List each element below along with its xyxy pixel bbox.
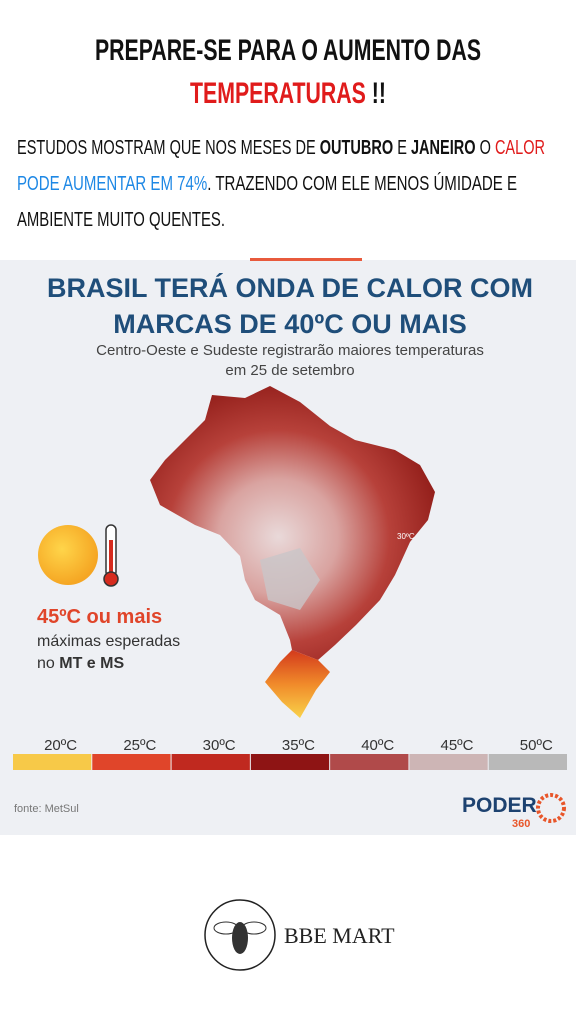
logo-number: 360 xyxy=(512,818,530,830)
title-highlight: TEMPERATURAS xyxy=(190,77,366,110)
accent-bar xyxy=(250,258,362,261)
callout-prefix: no xyxy=(37,655,59,672)
title-suffix: !! xyxy=(366,77,386,110)
source: fonte: MetSul xyxy=(14,803,79,815)
paragraph: ESTUDOS MOSTRAM QUE NOS MESES DE OUTUBRO… xyxy=(17,137,545,231)
paragraph-line: AMBIENTE MUITO QUENTES. xyxy=(17,209,225,231)
text-run: PODE AUMENTAR EM 74% xyxy=(17,173,207,195)
text-run: CALOR xyxy=(495,137,545,159)
legend-swatch xyxy=(409,754,488,770)
legend-swatch xyxy=(92,754,171,770)
brand-name: BBE MART xyxy=(284,923,395,948)
bee-wing xyxy=(241,921,267,935)
title-line2: TEMPERATURAS !! xyxy=(190,77,386,110)
legend-label: 35ºC xyxy=(282,737,315,754)
color-legend: 20ºC 25ºC 30ºC 35ºC 40ºC 45ºC 50ºC xyxy=(13,737,567,770)
legend-label: 40ºC xyxy=(361,737,394,754)
legend-label: 20ºC xyxy=(44,737,77,754)
callout-headline: 45ºC ou mais xyxy=(37,606,162,628)
legend-label: 30ºC xyxy=(203,737,236,754)
logo-name: PODER xyxy=(462,794,537,817)
title: PREPARE-SE PARA O AUMENTO DAS xyxy=(95,34,481,67)
paragraph-line: ESTUDOS MOSTRAM QUE NOS MESES DE OUTUBRO… xyxy=(17,137,545,159)
bee-body xyxy=(232,922,248,954)
text-run: E xyxy=(393,137,411,159)
legend-swatch xyxy=(171,754,250,770)
text-run: ESTUDOS MOSTRAM QUE NOS MESES DE xyxy=(17,137,320,159)
thermometer-bulb xyxy=(103,571,119,587)
map-label: 30ºC xyxy=(397,532,415,541)
bee-wing xyxy=(213,921,239,935)
callout-text: no MT e MS xyxy=(37,655,124,672)
sun-icon xyxy=(38,525,98,585)
callout-text: máximas esperadas xyxy=(37,633,180,650)
info-subtitle: Centro-Oeste e Sudeste registrarão maior… xyxy=(96,342,484,359)
paragraph-line: PODE AUMENTAR EM 74%. TRAZENDO COM ELE M… xyxy=(17,172,517,195)
logo-mark xyxy=(536,793,566,823)
map-brazil xyxy=(150,386,435,660)
map-cool-zone xyxy=(260,548,320,610)
legend-swatch xyxy=(13,754,92,770)
info-subtitle: em 25 de setembro xyxy=(225,362,354,379)
text-run: . TRAZENDO COM ELE MENOS ÚMIDADE E xyxy=(207,172,517,195)
map-south xyxy=(265,650,330,718)
legend-label: 45ºC xyxy=(441,737,474,754)
info-title: BRASIL TERÁ ONDA DE CALOR COM xyxy=(47,272,533,303)
legend-swatch xyxy=(488,754,567,770)
text-run: OUTUBRO xyxy=(320,137,393,159)
legend-label: 50ºC xyxy=(520,737,553,754)
text-run: O xyxy=(476,137,495,159)
info-title: MARCAS DE 40ºC OU MAIS xyxy=(113,309,466,339)
thermometer-fill xyxy=(109,540,113,578)
legend-label: 25ºC xyxy=(123,737,156,754)
text-run: JANEIRO xyxy=(411,137,476,159)
legend-swatch xyxy=(250,754,330,770)
legend-swatch xyxy=(330,754,409,770)
text-run: AMBIENTE MUITO QUENTES. xyxy=(17,209,225,231)
callout-bold: MT e MS xyxy=(59,655,124,672)
